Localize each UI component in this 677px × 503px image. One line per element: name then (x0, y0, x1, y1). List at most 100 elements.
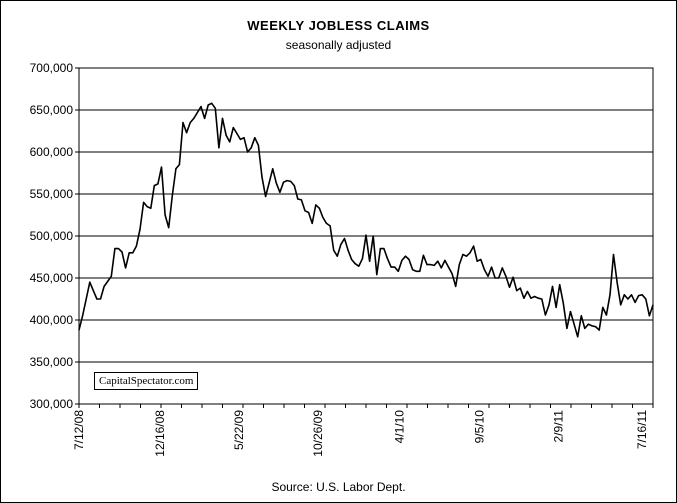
y-tick-label: 450,000 (30, 271, 74, 285)
data-point (422, 254, 424, 256)
data-point (121, 251, 123, 253)
x-tick-label: 7/16/11 (635, 410, 649, 449)
data-point (325, 222, 328, 224)
data-point (433, 264, 435, 266)
data-point (268, 182, 270, 184)
data-point (537, 297, 539, 299)
claims-series-line (78, 102, 654, 338)
data-point (505, 275, 507, 277)
data-point (458, 263, 460, 266)
data-point (426, 263, 428, 266)
data-point (110, 275, 112, 277)
x-tick-label: 12/16/08 (153, 410, 167, 457)
data-point (638, 295, 640, 297)
data-point (89, 281, 91, 283)
data-point (322, 216, 324, 219)
data-point (175, 168, 177, 170)
data-point (318, 207, 320, 209)
data-point (612, 253, 615, 256)
data-point (358, 265, 360, 267)
y-tick-label: 550,000 (30, 187, 74, 201)
data-point (150, 207, 152, 209)
data-point (293, 185, 295, 187)
data-point (232, 127, 234, 129)
data-point (200, 106, 202, 108)
source-note: Source: U.S. Labor Dept. (271, 480, 406, 494)
data-point (555, 306, 557, 308)
data-point (333, 249, 335, 251)
data-point (275, 182, 277, 184)
y-tick-label: 500,000 (30, 229, 74, 243)
data-point (221, 117, 224, 119)
data-point (368, 260, 371, 262)
data-point (587, 323, 590, 325)
x-tick-label: 7/12/08 (72, 410, 86, 450)
data-point (383, 248, 385, 250)
data-point (419, 270, 421, 272)
data-point (386, 258, 389, 260)
data-point (85, 298, 87, 300)
data-point (376, 274, 378, 276)
data-point (272, 168, 274, 170)
data-point (81, 315, 84, 317)
data-point (182, 122, 184, 124)
data-point (343, 237, 346, 240)
data-point (465, 255, 468, 257)
data-point (616, 281, 618, 283)
data-point (408, 258, 410, 261)
data-point (519, 287, 521, 289)
data-point (634, 301, 636, 303)
data-point (135, 245, 137, 247)
data-point (591, 325, 593, 327)
data-point (501, 267, 503, 269)
data-point (361, 258, 364, 260)
data-point (114, 248, 116, 250)
data-point (508, 286, 511, 288)
data-point (609, 294, 611, 296)
data-point (365, 234, 367, 236)
data-point (78, 329, 80, 331)
data-point (214, 107, 216, 109)
x-tick-label: 9/5/10 (472, 410, 486, 444)
data-point (96, 298, 98, 300)
data-point (602, 306, 604, 308)
data-point (473, 245, 475, 247)
data-point (315, 204, 317, 206)
data-point (340, 243, 342, 245)
data-point (447, 266, 450, 268)
data-point (239, 138, 242, 140)
data-point (598, 329, 600, 331)
data-point (304, 210, 306, 212)
data-point (218, 147, 220, 149)
data-point (247, 151, 249, 153)
data-point (412, 269, 414, 271)
data-point (264, 195, 267, 198)
data-point (429, 263, 432, 266)
data-point (404, 255, 407, 257)
data-point (569, 311, 572, 313)
data-point (117, 248, 120, 250)
data-point (645, 298, 647, 300)
data-point (562, 302, 564, 304)
data-point (372, 235, 374, 237)
data-point (584, 327, 586, 329)
data-point (476, 260, 478, 262)
data-point (354, 263, 356, 265)
data-point (455, 285, 457, 287)
data-point (566, 327, 568, 329)
data-point (390, 266, 392, 268)
x-tick-label: 10/26/09 (311, 410, 325, 457)
data-point (297, 198, 299, 200)
data-point (469, 252, 471, 254)
data-point (526, 290, 529, 293)
data-point (394, 266, 396, 268)
data-point (107, 280, 109, 282)
data-point (487, 275, 489, 277)
data-point (99, 298, 102, 300)
y-tick-label: 650,000 (30, 103, 74, 117)
data-point (641, 294, 643, 296)
chart-subtitle: seasonally adjusted (285, 38, 392, 52)
data-point (186, 132, 188, 134)
data-point (652, 304, 654, 306)
data-point (483, 269, 485, 271)
